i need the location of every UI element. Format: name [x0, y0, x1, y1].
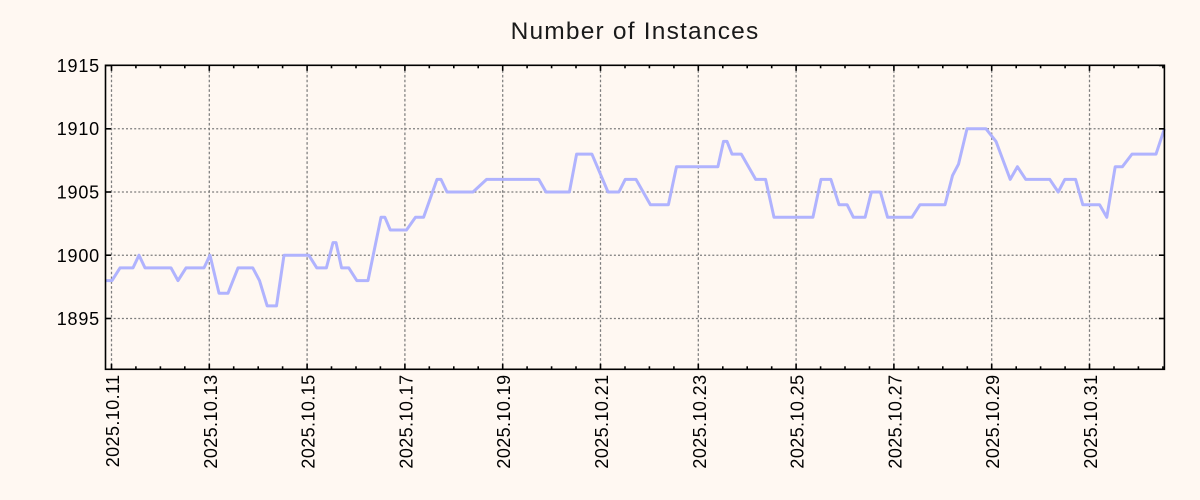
svg-text:2025.10.19: 2025.10.19: [494, 375, 514, 469]
svg-text:Number of Instances: Number of Instances: [511, 18, 760, 45]
svg-text:2025.10.15: 2025.10.15: [299, 375, 319, 469]
svg-text:2025.10.27: 2025.10.27: [885, 375, 905, 469]
svg-text:2025.10.17: 2025.10.17: [396, 375, 416, 469]
svg-text:1900: 1900: [57, 246, 100, 266]
svg-text:2025.10.31: 2025.10.31: [1081, 375, 1101, 469]
svg-text:1905: 1905: [57, 183, 100, 203]
svg-text:1895: 1895: [57, 309, 100, 329]
svg-text:1915: 1915: [57, 56, 100, 76]
svg-text:2025.10.29: 2025.10.29: [983, 375, 1003, 469]
svg-text:2025.10.11: 2025.10.11: [103, 375, 123, 468]
svg-text:2025.10.13: 2025.10.13: [201, 375, 221, 469]
svg-text:2025.10.21: 2025.10.21: [592, 375, 612, 469]
svg-text:1910: 1910: [57, 119, 100, 139]
svg-text:2025.10.25: 2025.10.25: [788, 375, 808, 469]
svg-text:2025.10.23: 2025.10.23: [690, 375, 710, 469]
